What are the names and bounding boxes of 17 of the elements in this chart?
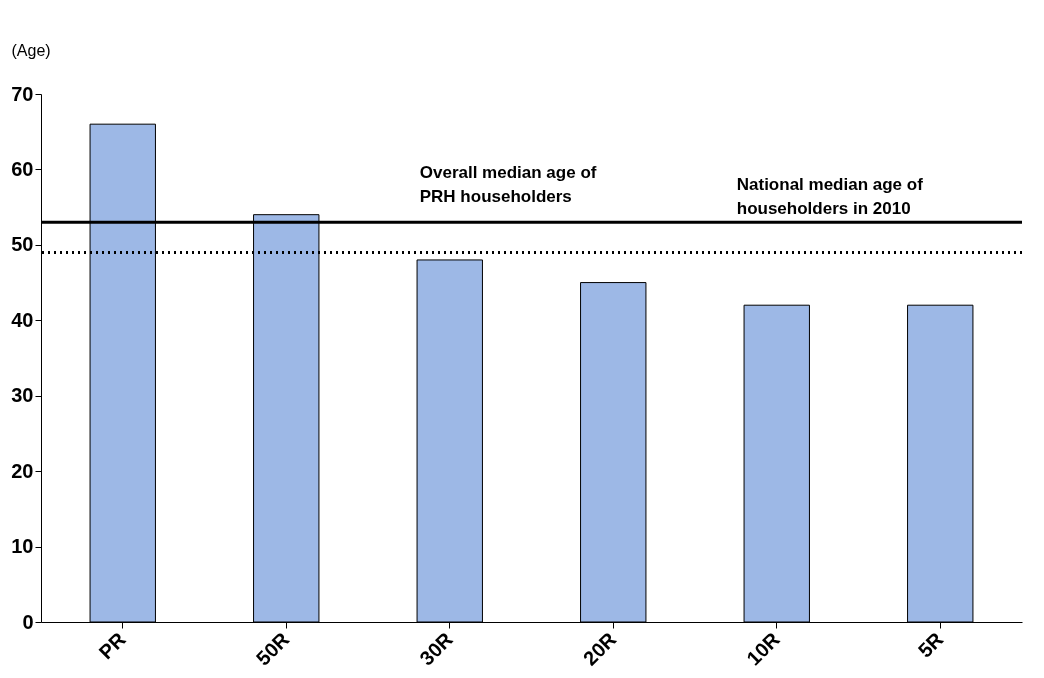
- y-tick-label: 20: [11, 459, 34, 482]
- y-axis-title: (Age): [11, 41, 51, 59]
- y-tick-label: 70: [11, 82, 34, 105]
- x-tick-label: PR: [94, 627, 131, 664]
- x-tick-label: 5R: [913, 627, 948, 662]
- y-tick-label: 50: [11, 233, 34, 256]
- x-tick-label: 20R: [578, 627, 621, 670]
- y-tick-label: 40: [11, 308, 34, 331]
- y-tick-label: 60: [11, 157, 34, 180]
- x-tick-label: 50R: [251, 627, 294, 670]
- x-tick-label: 30R: [415, 627, 458, 670]
- y-tick-label: 0: [22, 610, 34, 633]
- y-tick-label: 30: [11, 384, 34, 407]
- y-tick-label: 10: [11, 535, 34, 558]
- x-tick-label: 10R: [742, 627, 785, 670]
- ref-line-label: National median age of householders in 2010: [736, 175, 924, 219]
- ref-line-label: Overall median age of PRH householders: [419, 163, 597, 207]
